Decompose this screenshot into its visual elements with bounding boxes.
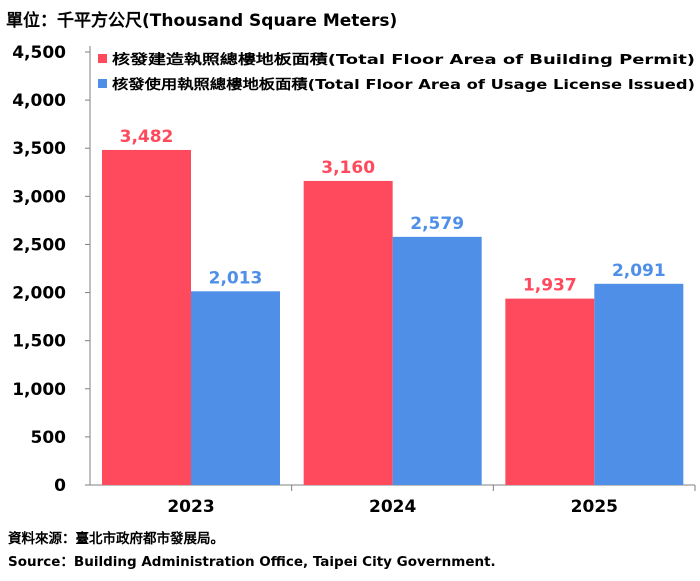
bars: 3,482 2,013 3,160 2,579 1,937 2,091 [102, 127, 684, 485]
y-tick-label: 3,000 [12, 187, 66, 207]
data-label: 1,937 [523, 276, 577, 296]
y-tick-label: 4,000 [12, 91, 66, 111]
data-label: 2,579 [410, 214, 464, 234]
y-tick-label: 4,500 [12, 43, 66, 63]
data-label: 3,482 [120, 127, 174, 147]
data-label: 2,091 [612, 261, 666, 281]
legend-swatch [98, 79, 107, 88]
bar-series-1-2024 [303, 180, 393, 485]
bar-series-2-2023 [191, 291, 280, 485]
y-tick-label: 500 [31, 428, 67, 448]
x-tick-label: 2025 [571, 497, 618, 517]
data-label: 3,160 [321, 158, 375, 178]
y-tick-label: 0 [54, 476, 66, 496]
y-tick-label: 1,000 [12, 380, 66, 400]
y-tick-label: 1,500 [12, 332, 66, 352]
x-tick-label: 2024 [369, 497, 416, 517]
y-tick-label: 2,500 [12, 235, 66, 255]
x-tick-label: 2023 [167, 497, 214, 517]
axes: 0 500 1,000 1,500 2,000 2,500 3,000 3,500 4,000 4… [12, 43, 696, 517]
bar-series-1-2025 [505, 298, 595, 485]
y-tick-label: 2,000 [12, 284, 66, 304]
bar-series-2-2024 [392, 236, 482, 485]
source-chinese: 資料來源：臺北市政府都市發展局。 [8, 531, 224, 547]
data-label: 2,013 [209, 268, 263, 288]
unit-label: 單位：千平方公尺(Thousand Square Meters) [6, 10, 397, 31]
bar-series-1-2023 [102, 149, 191, 485]
bar-chart: 單位：千平方公尺(Thousand Square Meters) 0 500 1,0… [6, 10, 696, 517]
source-english: Source：Building Administration Office, T… [8, 554, 496, 570]
legend-swatch [98, 54, 107, 63]
y-tick-label: 3,500 [12, 139, 66, 159]
bar-series-2-2025 [594, 283, 684, 485]
legend-label: 核發使用執照總樓地板面積(Total Floor Area of Usage L… [112, 76, 695, 93]
legend: 核發建造執照總樓地板面積(Total Floor Area of Buildin… [98, 51, 695, 93]
legend-label: 核發建造執照總樓地板面積(Total Floor Area of Buildin… [112, 51, 695, 68]
